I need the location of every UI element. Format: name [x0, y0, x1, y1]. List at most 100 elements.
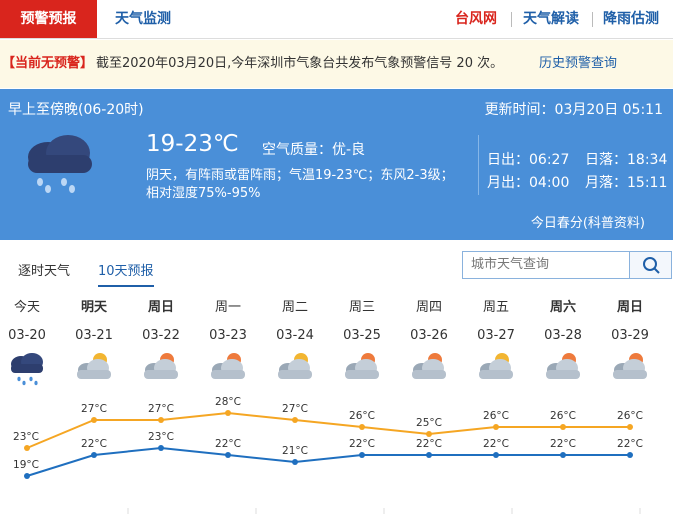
sunset: 日落：18:34 [585, 152, 668, 168]
tab[interactable]: 逐时天气 [18, 264, 71, 279]
search-icon [643, 257, 660, 274]
weather-icon [479, 353, 513, 379]
temperature-point [24, 445, 30, 451]
date-label: 03-20 [8, 328, 46, 343]
note-link[interactable]: 今日春分(科普资料) [530, 216, 645, 231]
temperature-point [426, 452, 432, 458]
day-name: 周三 [349, 300, 375, 315]
date-label: 03-24 [276, 328, 314, 343]
nav-tab-active[interactable]: 预警预报 [0, 0, 97, 38]
moonrise: 月出：04:00 [487, 175, 570, 191]
weather-icon [77, 353, 111, 379]
temperature-point [493, 424, 499, 430]
rain [29, 376, 33, 382]
temperature-point [91, 417, 97, 423]
temperature-label: 22°C [550, 438, 576, 450]
nav-bar: 预警预报 天气监测 台风网 天气解读 降雨估测 [0, 0, 673, 39]
weather-icon [345, 353, 379, 379]
cloud [412, 370, 446, 379]
nav-link[interactable]: 台风网 [455, 11, 497, 27]
temperature-label: 23°C [148, 431, 174, 443]
temperature-label: 26°C [349, 410, 375, 422]
temperature-label: 28°C [215, 396, 241, 408]
rain [22, 380, 26, 386]
temperature-point [158, 417, 164, 423]
temperature-point [359, 424, 365, 430]
day-name: 周日 [617, 300, 643, 315]
temperature-label: 22°C [215, 438, 241, 450]
day-name: 周二 [282, 300, 308, 315]
day-name: 周五 [483, 300, 509, 315]
temperature-label: 27°C [81, 403, 107, 415]
temperature-label: 22°C [349, 438, 375, 450]
temperature-point [426, 431, 432, 437]
sunrise: 日出：06:27 [487, 152, 570, 168]
air-quality: 空气质量：优-良 [262, 142, 366, 158]
temperature-label: 27°C [282, 403, 308, 415]
temperature-point [292, 417, 298, 423]
separator [478, 135, 479, 195]
search-button[interactable] [629, 252, 671, 278]
alert-status: 【当前无预警】 [2, 56, 94, 71]
alert-link[interactable]: 历史预警查询 [539, 56, 618, 71]
cloud [613, 370, 647, 379]
alert-bar: 【当前无预警】 截至2020年03月20日,今年深圳市气象台共发布气象预警信号 … [0, 40, 673, 88]
description: 相对湿度75%-95% [146, 186, 261, 201]
cloud [278, 370, 312, 379]
temperature-point [24, 473, 30, 479]
search-box[interactable]: 城市天气查询 [462, 251, 672, 279]
temperature-point [627, 452, 633, 458]
day-name: 周六 [550, 299, 576, 315]
temperature-label: 21°C [282, 445, 308, 457]
temperature-point [560, 452, 566, 458]
cloud [11, 364, 43, 373]
date-label: 03-29 [611, 328, 649, 343]
day-name: 今天 [14, 299, 40, 315]
temperature-label: 23°C [13, 431, 39, 443]
separator [592, 12, 593, 27]
forecast-tabs: 逐时天气 10天预报 城市天气查询 [0, 240, 673, 290]
separator [511, 12, 512, 27]
temperature-label: 19°C [13, 459, 39, 471]
nav-link[interactable]: 天气解读 [523, 11, 579, 27]
temperature-point [560, 424, 566, 430]
rain [34, 380, 38, 386]
forecast-chart: 今天 03-20 明天 03-21 周日 03-22 周一 03-23 周二 03-24 周三 03-… [8, 299, 649, 514]
weather-icon [211, 353, 245, 379]
temperature-label: 26°C [617, 410, 643, 422]
temperature-point [493, 452, 499, 458]
temperature-label: 22°C [81, 438, 107, 450]
nav-tab[interactable]: 天气监测 [115, 11, 171, 27]
day-name: 周四 [416, 300, 442, 315]
period: 早上至傍晚(06-20时) [8, 102, 144, 118]
weather-icon [28, 135, 92, 193]
date-label: 03-21 [75, 328, 113, 343]
cloud [479, 370, 513, 379]
day-name: 明天 [81, 300, 108, 315]
temperature-point [359, 452, 365, 458]
temperature-label: 22°C [483, 438, 509, 450]
temperature: 19-23℃ [146, 131, 239, 157]
nav-link[interactable]: 降雨估测 [603, 11, 659, 27]
day-name: 周日 [148, 300, 174, 315]
temperature-point [91, 452, 97, 458]
temperature-label: 22°C [617, 438, 643, 450]
cloud [144, 370, 178, 379]
date-label: 03-28 [544, 328, 582, 343]
date-label: 03-25 [343, 328, 381, 343]
cloud [345, 370, 379, 379]
date-label: 03-27 [477, 328, 515, 343]
update-time: 更新时间：03月20日 05:11 [484, 102, 663, 118]
temperature-label: 26°C [483, 410, 509, 422]
temperature-label: 22°C [416, 438, 442, 450]
temperature-line [26, 411, 630, 449]
cloud [77, 370, 111, 379]
date-label: 03-23 [209, 328, 247, 343]
weather-icon [546, 353, 580, 379]
alert-text: 截至2020年03月20日,今年深圳市气象台共发布气象预警信号 20 次。 [96, 56, 504, 71]
temperature-label: 26°C [550, 410, 576, 422]
date-label: 03-22 [142, 328, 180, 343]
tab-active[interactable]: 10天预报 [98, 260, 154, 287]
weather-icon [278, 353, 312, 379]
weather-icon [613, 353, 647, 379]
